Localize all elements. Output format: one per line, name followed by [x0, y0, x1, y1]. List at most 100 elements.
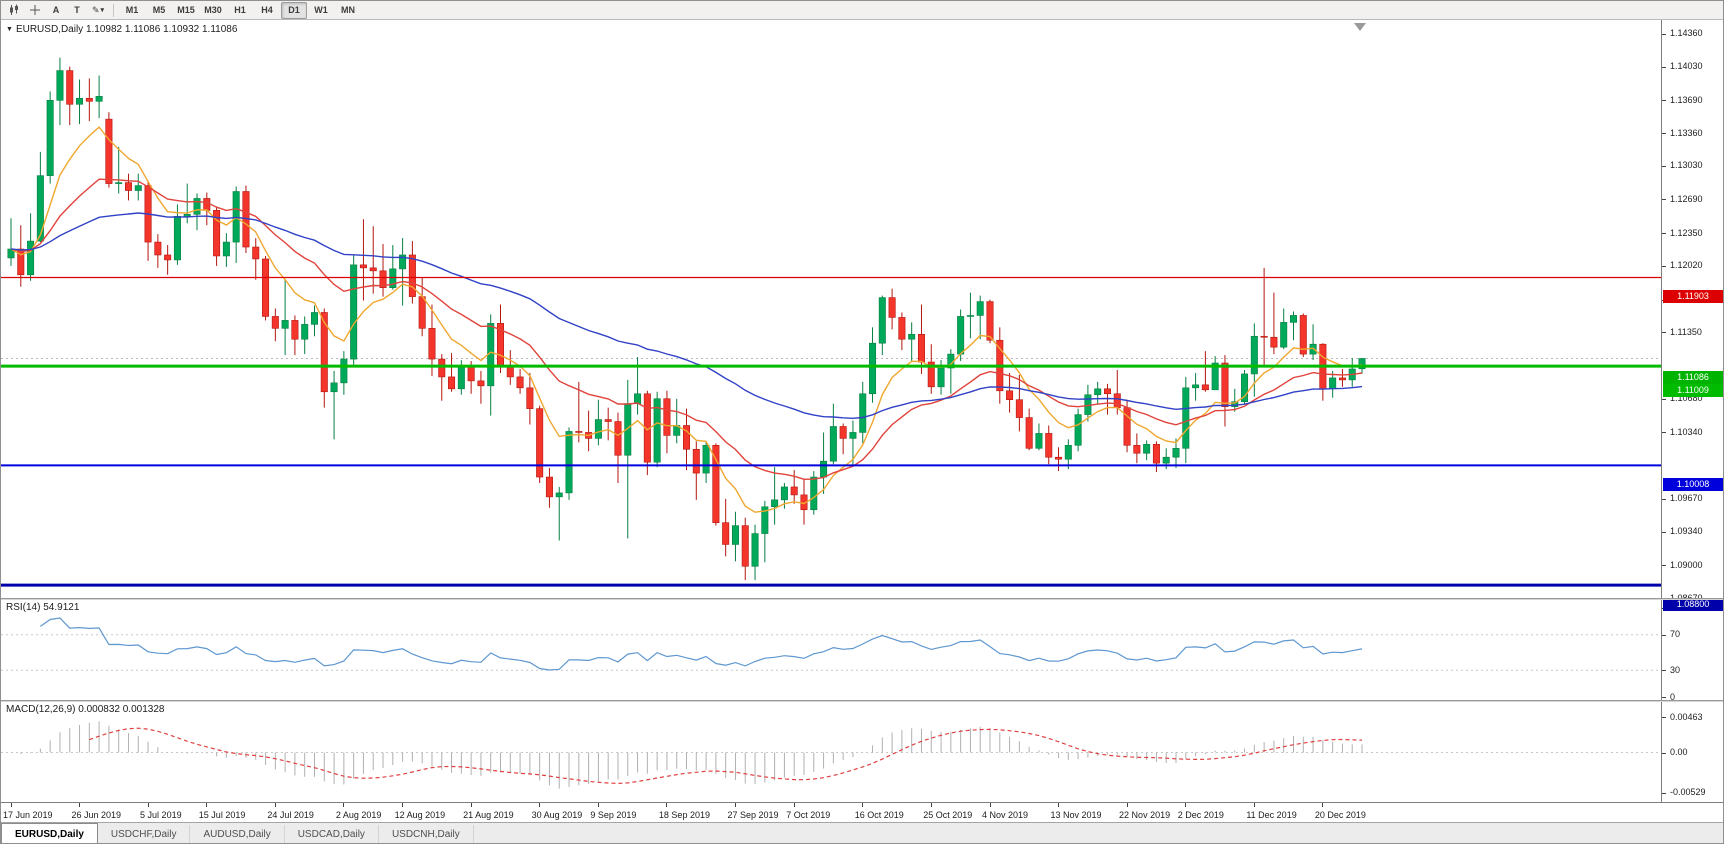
candle-down	[1338, 377, 1346, 381]
chart-tab-usdchf[interactable]: USDCHF,Daily	[98, 825, 191, 843]
price-tick-mark	[1662, 332, 1666, 334]
timeframe-m15[interactable]: M15	[177, 5, 195, 15]
rsi-tick-mark	[1662, 697, 1666, 698]
time-tick-mark	[666, 803, 668, 807]
candle-up	[56, 70, 64, 101]
time-tick-mark	[1058, 803, 1060, 807]
candle-up	[1250, 335, 1258, 375]
chart-canvas[interactable]	[1, 20, 1661, 802]
chart-tab-usdcnh[interactable]: USDCNH,Daily	[379, 825, 474, 843]
chart-tab-usdcad[interactable]: USDCAD,Daily	[285, 825, 379, 843]
timeframe-h4[interactable]: H4	[261, 5, 273, 15]
price-pane[interactable]	[1, 23, 1661, 587]
candle-up	[859, 393, 867, 433]
candle-up	[771, 499, 779, 508]
ma-line-21	[10, 178, 1363, 481]
macd-tick-mark	[1662, 717, 1666, 719]
candle-down	[359, 264, 367, 269]
price-tick-label: 1.09340	[1670, 526, 1703, 537]
time-tick-label: 27 Sep 2019	[727, 810, 779, 820]
pane-divider[interactable]	[1, 700, 1723, 702]
timeframe-w1[interactable]: W1	[314, 5, 328, 15]
candle-up	[193, 198, 201, 215]
candle-up	[183, 214, 191, 217]
macd-tick-mark	[1662, 752, 1666, 754]
candle-down	[692, 448, 700, 474]
macd-pane[interactable]	[1, 721, 1661, 789]
symbol-name: EURUSD,Daily	[15, 24, 84, 35]
candle-down	[66, 70, 74, 105]
time-tick-label: 24 Jul 2019	[267, 810, 314, 820]
ohlc-values: 1.10982 1.11086 1.10932 1.11086	[85, 24, 238, 35]
rsi-indicator-label: RSI(14) 54.9121	[6, 602, 80, 613]
macd-tick-label: 0.00	[1670, 747, 1688, 757]
price-tick-mark	[1662, 398, 1666, 400]
candle-up	[555, 492, 563, 498]
price-tick-label: 1.10340	[1670, 426, 1703, 437]
candle-down	[839, 426, 847, 439]
candle-down	[1299, 315, 1307, 355]
candle-up	[301, 324, 309, 340]
price-tick-mark	[1662, 565, 1666, 567]
price-tick-label: 1.13360	[1670, 127, 1703, 138]
chart-tab-audusd[interactable]: AUDUSD,Daily	[190, 825, 285, 843]
chart-tab-eurusd[interactable]: EURUSD,Daily	[1, 823, 98, 843]
time-tick-label: 7 Oct 2019	[786, 810, 831, 820]
price-tick-mark	[1662, 199, 1666, 201]
time-tick-mark	[343, 803, 345, 807]
candle-down	[1006, 390, 1014, 401]
price-tick-label: 1.09000	[1670, 559, 1703, 570]
price-tick-mark	[1662, 66, 1666, 68]
time-tick-mark	[539, 803, 541, 807]
candle-down	[516, 376, 524, 389]
draw-tools-button[interactable]: ✎ ▾	[91, 4, 105, 15]
chart-shift-marker[interactable]	[1354, 23, 1366, 31]
candle-down	[888, 297, 896, 318]
candle-down	[124, 182, 132, 191]
time-tick-label: 12 Aug 2019	[394, 810, 446, 820]
candle-up	[115, 182, 123, 184]
time-tick-label: 16 Oct 2019	[854, 810, 904, 820]
candle-up	[281, 320, 289, 329]
chart-menu-arrow-icon[interactable]: ▼	[6, 26, 13, 33]
rsi-tick-mark	[1662, 634, 1666, 636]
timeframe-h1[interactable]: H1	[234, 5, 246, 15]
price-tick-mark	[1662, 531, 1666, 533]
candle-up	[173, 216, 181, 261]
candle-down	[1045, 433, 1053, 458]
timeframe-mn[interactable]: MN	[341, 5, 355, 15]
candle-down	[545, 476, 553, 498]
candlestick-chart-icon[interactable]	[4, 2, 24, 19]
time-tick-label: 17 Jun 2019	[3, 810, 53, 820]
candle-down	[683, 425, 691, 450]
rsi-pane[interactable]	[1, 617, 1661, 671]
timeframe-m5[interactable]: M5	[152, 5, 166, 15]
candle-up	[937, 367, 945, 388]
candle-down	[1103, 388, 1111, 395]
pane-divider[interactable]	[1, 598, 1723, 600]
candle-up	[457, 366, 465, 390]
crosshair-icon[interactable]	[25, 2, 45, 19]
time-axis[interactable]: 17 Jun 2019 26 Jun 2019 5 Jul 2019 15 Jul 2…	[1, 802, 1723, 822]
candle-up	[1280, 322, 1288, 348]
timeframe-m30[interactable]: M30	[204, 5, 222, 15]
price-tick-label: 1.08670	[1670, 593, 1703, 604]
candle-down	[213, 210, 221, 257]
timeframe-d1[interactable]: D1	[281, 1, 307, 19]
price-level-badge: 1.08800	[1663, 597, 1723, 611]
tool-button-a[interactable]: A	[52, 5, 60, 15]
candle-up	[222, 241, 230, 257]
timeframe-m1[interactable]: M1	[125, 5, 139, 15]
bid-price-badge: 1.11086	[1663, 370, 1723, 384]
time-tick-mark	[1185, 803, 1187, 807]
candle-down	[467, 366, 475, 382]
time-tick-label: 21 Aug 2019	[463, 810, 514, 820]
macd-tick-label: 0.00463	[1670, 711, 1703, 722]
candle-up	[330, 382, 338, 393]
price-level-badge: 1.10008	[1663, 477, 1723, 491]
price-axis[interactable]: 1.14360 1.14030 1.13690 1.13360 1.13030 1.126…	[1661, 20, 1723, 802]
candle-up	[350, 264, 358, 360]
tool-button-t[interactable]: T	[74, 5, 80, 15]
price-tick-label: 1.14360	[1670, 28, 1703, 39]
